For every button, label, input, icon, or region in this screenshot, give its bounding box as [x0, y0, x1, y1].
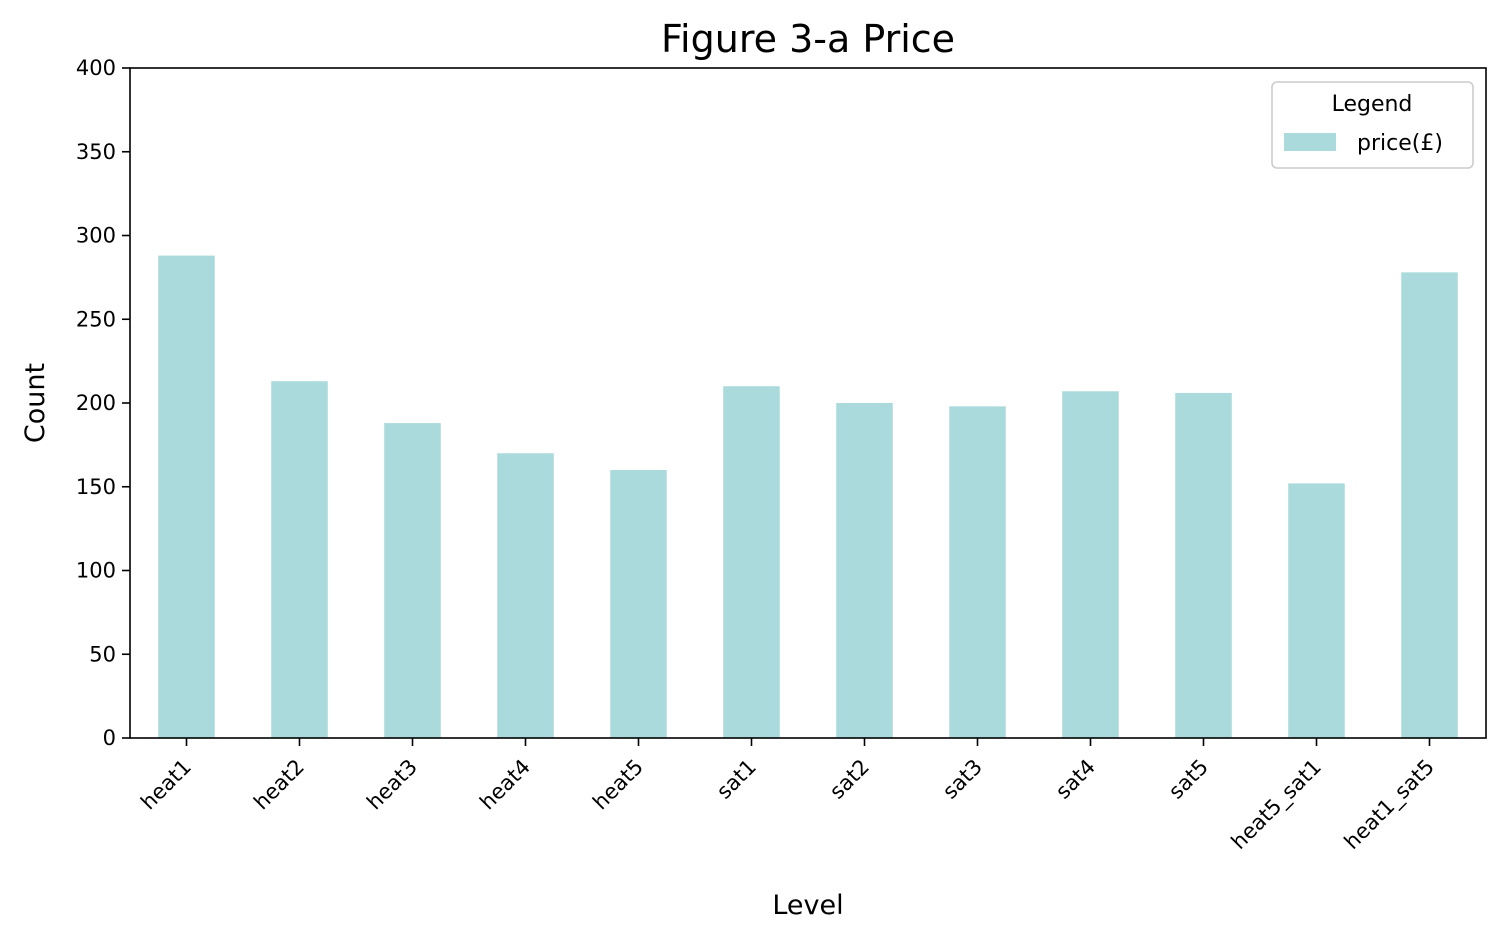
bar-heat1 — [158, 255, 215, 738]
x-tick-label: heat5 — [588, 755, 648, 815]
plot-area — [158, 255, 1458, 738]
chart-title: Figure 3-a Price — [661, 17, 955, 61]
y-tick-label: 150 — [76, 475, 116, 499]
bar-heat5 — [610, 470, 667, 738]
bar-sat1 — [723, 386, 780, 738]
bar-sat2 — [836, 403, 893, 738]
x-tick-label: heat3 — [362, 755, 422, 815]
y-tick-label: 0 — [103, 726, 116, 750]
y-axis: 0 50 100 150 200 250 300 350 400 — [76, 56, 130, 750]
bar-sat4 — [1062, 391, 1119, 738]
x-tick-label: heat5_sat1 — [1227, 755, 1327, 855]
legend: Legend price(£) — [1271, 81, 1474, 169]
x-tick-label: heat2 — [249, 755, 309, 815]
bar-sat3 — [949, 406, 1006, 738]
plot-frame — [129, 67, 1487, 739]
y-tick-label: 250 — [76, 307, 116, 331]
bar-heat4 — [497, 453, 554, 738]
y-tick-label: 400 — [76, 56, 116, 80]
legend-label: price(£) — [1357, 131, 1443, 156]
x-tick-label: heat4 — [475, 755, 535, 815]
legend-title: Legend — [1332, 92, 1413, 117]
x-tick-label: sat1 — [712, 755, 761, 804]
x-tick-label: sat5 — [1164, 755, 1213, 804]
x-axis-label: Level — [772, 890, 843, 921]
x-tick-label: sat4 — [1051, 755, 1100, 804]
y-axis-label: Count — [20, 363, 51, 443]
bar-heat2 — [271, 381, 328, 738]
x-tick-label: sat3 — [938, 755, 987, 804]
bar-heat3 — [384, 423, 441, 738]
y-tick-label: 50 — [89, 642, 116, 666]
bar-heat1_sat5 — [1401, 272, 1458, 738]
y-tick-label: 100 — [76, 559, 116, 583]
y-tick-label: 200 — [76, 391, 116, 415]
x-tick-label: heat1_sat5 — [1340, 755, 1440, 855]
x-axis: heat1 heat2 heat3 heat4 heat5 sat1 sat2 sat3 sat… — [136, 738, 1440, 855]
bar-heat5_sat1 — [1288, 483, 1345, 738]
x-tick-label: sat2 — [825, 755, 874, 804]
y-tick-label: 300 — [76, 224, 116, 248]
bar-sat5 — [1175, 392, 1232, 738]
y-tick-label: 350 — [76, 140, 116, 164]
legend-swatch — [1284, 133, 1336, 151]
x-tick-label: heat1 — [136, 755, 196, 815]
